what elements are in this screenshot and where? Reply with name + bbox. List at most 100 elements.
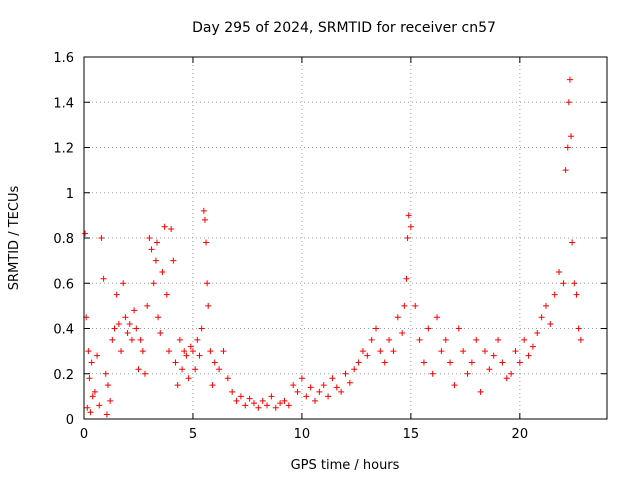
- data-point: [503, 375, 510, 382]
- data-point: [194, 336, 201, 343]
- data-point: [100, 275, 107, 282]
- data-point: [486, 366, 493, 373]
- data-point: [512, 348, 519, 355]
- data-point: [161, 223, 168, 230]
- data-point: [307, 384, 314, 391]
- data-point: [120, 280, 127, 287]
- data-point: [438, 348, 445, 355]
- data-point: [104, 382, 111, 389]
- data-point: [98, 235, 105, 241]
- x-tick-label: 20: [512, 427, 529, 442]
- data-point: [394, 314, 401, 321]
- data-point: [416, 336, 423, 343]
- data-point: [152, 257, 159, 264]
- data-point: [556, 268, 563, 275]
- data-point: [460, 348, 467, 355]
- data-point: [481, 348, 488, 355]
- y-tick-label: 1: [66, 187, 74, 202]
- data-point: [131, 307, 138, 314]
- data-point: [447, 359, 454, 366]
- data-point: [133, 325, 140, 332]
- data-point: [290, 382, 297, 389]
- data-point: [82, 230, 89, 237]
- data-point: [495, 336, 502, 343]
- data-point: [216, 366, 223, 373]
- data-point: [159, 268, 166, 275]
- data-point: [403, 275, 410, 282]
- data-point: [490, 352, 497, 359]
- data-point: [165, 348, 172, 355]
- data-point: [203, 239, 210, 246]
- data-point: [107, 397, 114, 404]
- data-point: [516, 359, 523, 366]
- y-tick-label: 1.4: [53, 96, 74, 111]
- data-point: [268, 393, 275, 400]
- data-point: [154, 239, 161, 246]
- data-point: [477, 388, 484, 395]
- data-point: [204, 280, 211, 287]
- x-tick-label: 10: [294, 427, 311, 442]
- data-point: [401, 302, 408, 309]
- data-point: [298, 375, 305, 382]
- data-point: [564, 144, 571, 151]
- data-point: [192, 366, 199, 373]
- data-point: [404, 235, 411, 241]
- data-point: [565, 99, 572, 106]
- data-point: [399, 330, 406, 337]
- y-tick-label: 1.6: [53, 51, 74, 66]
- data-point: [209, 382, 216, 389]
- data-point: [373, 325, 380, 332]
- data-point: [250, 400, 257, 407]
- data-point: [187, 343, 194, 350]
- data-point: [333, 384, 340, 391]
- data-point: [547, 320, 554, 327]
- data-point: [148, 246, 155, 253]
- data-point: [521, 336, 528, 343]
- data-point: [571, 280, 578, 287]
- data-point: [88, 359, 95, 366]
- x-tick-label: 0: [80, 427, 88, 442]
- y-tick-label: 0.6: [53, 277, 74, 292]
- x-tick-label: 5: [189, 427, 197, 442]
- y-tick-label: 0.8: [53, 232, 74, 247]
- data-point: [122, 314, 129, 321]
- data-point: [246, 395, 253, 402]
- data-point: [386, 336, 393, 343]
- data-point: [183, 352, 190, 359]
- data-point: [499, 359, 506, 366]
- data-point: [420, 359, 427, 366]
- data-point: [316, 388, 323, 395]
- data-point: [464, 370, 471, 377]
- data-point: [429, 370, 436, 377]
- data-point: [96, 402, 103, 409]
- data-point: [381, 359, 388, 366]
- data-point: [542, 302, 549, 309]
- data-point: [468, 359, 475, 366]
- data-point: [259, 397, 266, 404]
- data-point: [407, 223, 414, 230]
- grid: [84, 57, 607, 419]
- data-point: [355, 359, 362, 366]
- data-point: [168, 225, 175, 232]
- data-point: [176, 336, 183, 343]
- data-point: [111, 325, 118, 332]
- data-point: [425, 325, 432, 332]
- data-point: [86, 375, 93, 382]
- y-tick-label: 0.4: [53, 323, 74, 338]
- x-axis-label: GPS time / hours: [291, 458, 400, 473]
- data-point: [562, 167, 569, 174]
- data-point: [170, 257, 177, 264]
- data-point: [201, 216, 208, 223]
- data-point: [508, 370, 515, 377]
- data-point: [264, 402, 271, 409]
- data-point: [157, 330, 164, 337]
- data-point: [455, 325, 462, 332]
- data-point: [126, 320, 133, 327]
- data-point: [311, 397, 318, 404]
- data-point: [142, 370, 149, 377]
- data-point: [237, 393, 244, 400]
- data-point: [139, 348, 146, 355]
- data-point: [174, 382, 181, 389]
- data-point: [529, 343, 536, 350]
- data-point: [560, 280, 567, 287]
